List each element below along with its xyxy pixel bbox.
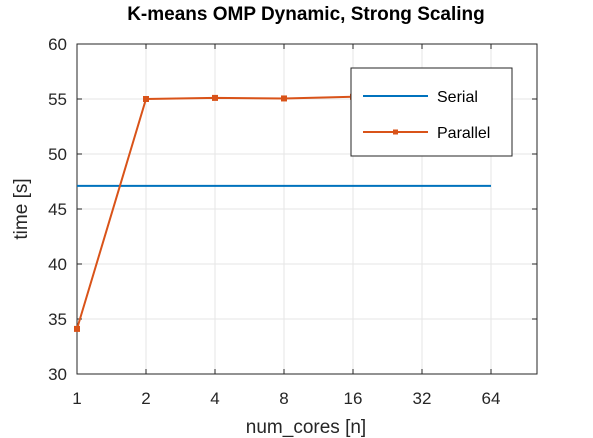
x-axis-label: num_cores [n] <box>246 417 366 438</box>
parallel-point <box>74 325 80 332</box>
y-tick-label: 30 <box>48 365 67 384</box>
y-axis-label: time [s] <box>11 178 32 239</box>
y-tick-label: 35 <box>48 310 67 329</box>
y-tick-label: 40 <box>48 255 67 274</box>
legend-marker-parallel <box>393 129 398 135</box>
y-tick-label: 55 <box>48 90 67 109</box>
x-tick-label: 64 <box>482 389 501 408</box>
x-tick-label: 2 <box>141 389 150 408</box>
chart-title: K-means OMP Dynamic, Strong Scaling <box>127 4 485 25</box>
x-tick-label: 4 <box>210 389 219 408</box>
parallel-point <box>212 94 218 101</box>
legend-box <box>350 67 513 157</box>
legend: Serial Parallel <box>350 67 513 157</box>
y-tick-label: 45 <box>48 200 67 219</box>
x-tick-label: 1 <box>72 389 81 408</box>
parallel-point <box>143 96 149 102</box>
legend-label-serial: Serial <box>437 89 478 106</box>
y-tick-label: 50 <box>48 145 67 164</box>
x-axis-ticks: 1 2 4 8 16 32 64 <box>72 44 500 408</box>
x-tick-label: 8 <box>279 389 288 408</box>
x-tick-label: 16 <box>344 389 363 408</box>
y-tick-label: 60 <box>48 35 67 54</box>
y-axis-ticks: 30 35 40 45 50 55 60 <box>48 35 537 384</box>
x-tick-label: 32 <box>413 389 432 408</box>
legend-label-parallel: Parallel <box>437 125 490 142</box>
parallel-point <box>281 95 287 102</box>
